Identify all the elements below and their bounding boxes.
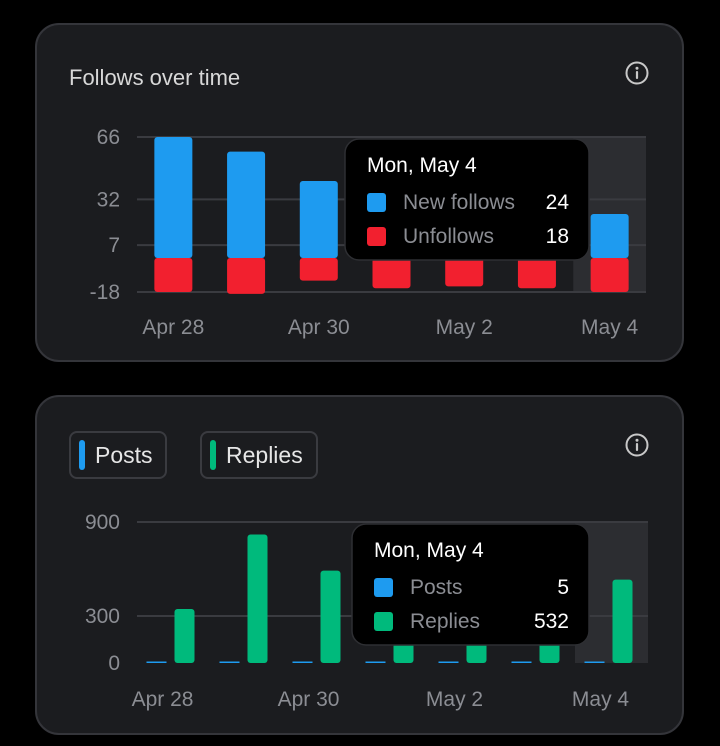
tooltip-label: Posts <box>410 576 463 599</box>
bar-replies <box>174 608 195 663</box>
legend-replies-toggle[interactable]: Replies <box>200 431 318 479</box>
bar-unfollows <box>299 258 338 281</box>
tooltip-follows: Mon, May 4 New follows 24 Unfollows 18 <box>344 138 590 261</box>
legend-posts-toggle[interactable]: Posts <box>69 431 167 479</box>
x-tick-label: Apr 28 <box>132 688 194 711</box>
bar-replies <box>320 570 341 663</box>
info-icon[interactable] <box>625 61 649 85</box>
x-tick-label: May 2 <box>426 688 483 711</box>
y-tick-label: 0 <box>108 652 120 675</box>
bar-unfollows <box>227 258 266 294</box>
bar-posts <box>438 661 459 663</box>
tooltip-swatch-replies <box>374 612 393 631</box>
info-icon[interactable] <box>625 433 649 457</box>
tooltip-swatch-new-follows <box>367 193 386 212</box>
y-tick-label: 32 <box>97 188 120 211</box>
tooltip-label: Unfollows <box>403 225 494 248</box>
tooltip-label: Replies <box>410 610 480 633</box>
legend-posts-label: Posts <box>95 441 153 468</box>
x-tick-label: May 4 <box>581 316 639 339</box>
bar-unfollows <box>372 258 411 289</box>
y-tick-label: -18 <box>90 281 120 304</box>
bar-unfollows <box>517 258 556 289</box>
y-tick-label: 7 <box>108 234 120 257</box>
card-title: Follows over time <box>69 65 241 90</box>
legend-replies-label: Replies <box>226 441 303 468</box>
posts-swatch <box>79 440 85 470</box>
tooltip-swatch-unfollows <box>367 227 386 246</box>
x-tick-label: Apr 28 <box>142 316 204 339</box>
bar-unfollows <box>154 258 193 292</box>
bar-posts <box>146 661 167 663</box>
y-tick-label: 300 <box>85 605 120 628</box>
tooltip-date: Mon, May 4 <box>367 154 477 177</box>
x-tick-label: Apr 30 <box>288 316 350 339</box>
bar-posts <box>292 661 313 663</box>
bar-posts <box>219 661 240 663</box>
tooltip-swatch-posts <box>374 578 393 597</box>
tooltip-value: 532 <box>534 610 569 633</box>
x-tick-label: May 2 <box>436 316 493 339</box>
bar-new-follows <box>154 137 193 258</box>
tooltip-value: 5 <box>557 576 569 599</box>
tooltip-posts-replies: Mon, May 4 Posts 5 Replies 532 <box>351 523 590 646</box>
tooltip-date: Mon, May 4 <box>374 539 484 562</box>
y-tick-label: 900 <box>85 511 120 534</box>
tooltip-value: 24 <box>546 191 570 214</box>
x-tick-label: Apr 30 <box>278 688 340 711</box>
tooltip-value: 18 <box>546 225 569 248</box>
bar-unfollows <box>445 258 484 287</box>
bar-posts <box>511 661 532 663</box>
bar-posts <box>584 661 605 663</box>
bar-unfollows <box>590 258 629 292</box>
replies-swatch <box>210 440 216 470</box>
y-tick-label: 66 <box>97 126 120 149</box>
bar-replies <box>247 534 268 663</box>
x-tick-label: May 4 <box>572 688 630 711</box>
bar-replies <box>612 579 633 663</box>
bar-new-follows <box>227 151 266 258</box>
bar-new-follows <box>590 214 629 258</box>
bar-new-follows <box>299 181 338 258</box>
bar-posts <box>365 661 386 663</box>
tooltip-label: New follows <box>403 191 515 214</box>
